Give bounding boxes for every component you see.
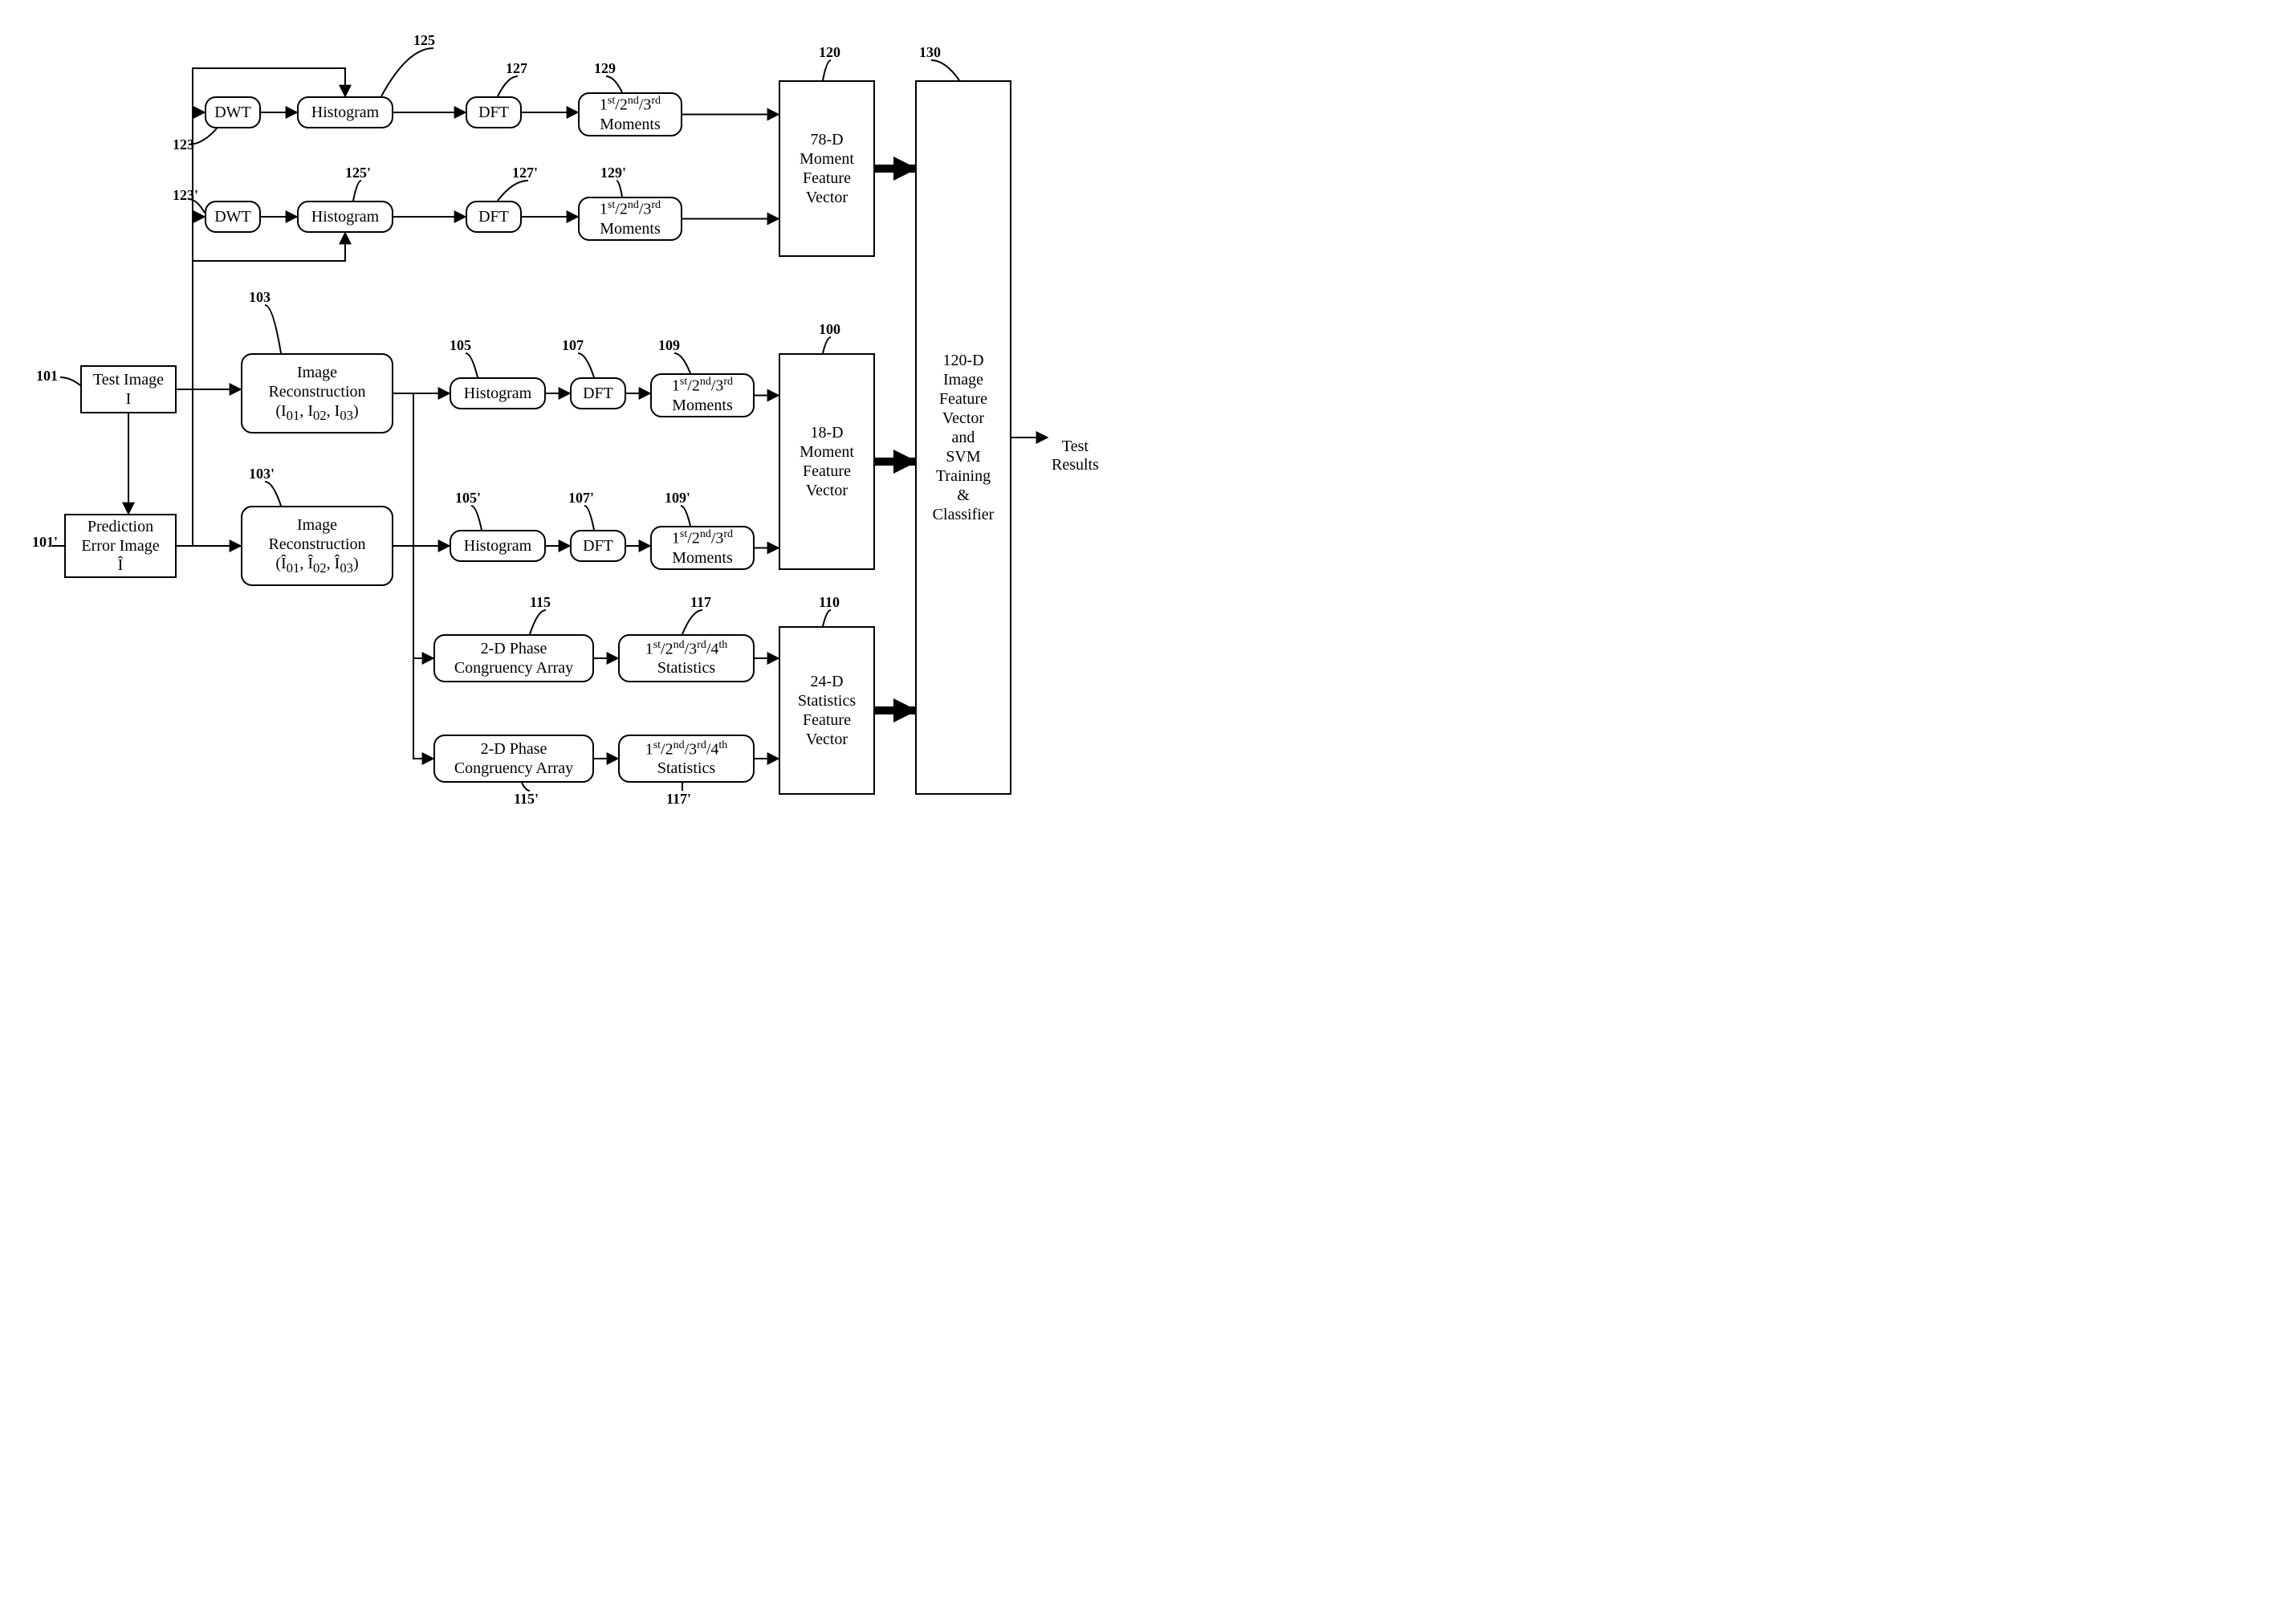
ref-hist4: 105' bbox=[455, 490, 481, 507]
node-mom3: 1st/2nd/3rdMoments bbox=[650, 373, 755, 417]
ref-recon2: 103' bbox=[249, 466, 275, 482]
node-stat1: 1st/2nd/3rd/4thStatistics bbox=[618, 634, 755, 682]
node-hist3: Histogram bbox=[450, 377, 546, 409]
ref-stat2: 117' bbox=[666, 791, 691, 808]
node-dft2: DFT bbox=[466, 201, 522, 233]
node-stat2: 1st/2nd/3rd/4thStatistics bbox=[618, 735, 755, 783]
ref-mom2: 129' bbox=[600, 165, 626, 181]
ref-dft4: 107' bbox=[568, 490, 594, 507]
ref-mom3: 109 bbox=[658, 337, 680, 354]
node-testImage: Test ImageI bbox=[80, 365, 177, 413]
node-mom4: 1st/2nd/3rdMoments bbox=[650, 526, 755, 570]
ref-stat1: 117 bbox=[690, 594, 711, 611]
ref-hist2: 125' bbox=[345, 165, 371, 181]
ref-dft1: 127 bbox=[506, 60, 527, 77]
node-vec18: 18-DMomentFeatureVector bbox=[779, 353, 875, 570]
node-dwt2: DWT bbox=[205, 201, 261, 233]
node-hist4: Histogram bbox=[450, 530, 546, 562]
node-recon2: ImageReconstruction(Î01, Î02, Î03) bbox=[241, 506, 393, 586]
node-mom1: 1st/2nd/3rdMoments bbox=[578, 92, 682, 136]
node-dft1: DFT bbox=[466, 96, 522, 128]
ref-vec24: 110 bbox=[819, 594, 840, 611]
ref-mom4: 109' bbox=[665, 490, 690, 507]
node-vec24: 24-DStatisticsFeatureVector bbox=[779, 626, 875, 795]
ref-dwt2: 123' bbox=[173, 187, 198, 204]
node-phase2: 2-D PhaseCongruency Array bbox=[433, 735, 594, 783]
node-recon1: ImageReconstruction(I01, I02, I03) bbox=[241, 353, 393, 433]
ref-hist3: 105 bbox=[450, 337, 471, 354]
ref-vec78: 120 bbox=[819, 44, 840, 61]
node-dft3: DFT bbox=[570, 377, 626, 409]
node-vec78: 78-DMomentFeatureVector bbox=[779, 80, 875, 257]
ref-vec18: 100 bbox=[819, 321, 840, 338]
ref-recon1: 103 bbox=[249, 289, 271, 306]
diagram-canvas: Test ImageI PredictionError ImageÎ DWT DWT H… bbox=[16, 16, 1164, 828]
node-hist2: Histogram bbox=[297, 201, 393, 233]
ref-dft3: 107 bbox=[562, 337, 584, 354]
node-phase1: 2-D PhaseCongruency Array bbox=[433, 634, 594, 682]
node-dft4: DFT bbox=[570, 530, 626, 562]
node-mom2: 1st/2nd/3rdMoments bbox=[578, 197, 682, 241]
ref-dft2: 127' bbox=[512, 165, 538, 181]
ref-svm: 130 bbox=[919, 44, 941, 61]
node-hist1: Histogram bbox=[297, 96, 393, 128]
ref-dwt1: 123 bbox=[173, 136, 194, 153]
ref-phase1: 115 bbox=[530, 594, 551, 611]
ref-testImage: 101 bbox=[36, 368, 58, 385]
ref-phase2: 115' bbox=[514, 791, 539, 808]
node-svm: 120-DImageFeatureVectorandSVMTraining&Cl… bbox=[915, 80, 1011, 795]
output-label: Test Results bbox=[1052, 438, 1099, 474]
node-predErr: PredictionError ImageÎ bbox=[64, 514, 177, 578]
ref-predErr: 101' bbox=[32, 534, 58, 551]
ref-mom1: 129 bbox=[594, 60, 616, 77]
node-dwt1: DWT bbox=[205, 96, 261, 128]
ref-hist1: 125 bbox=[413, 32, 435, 49]
